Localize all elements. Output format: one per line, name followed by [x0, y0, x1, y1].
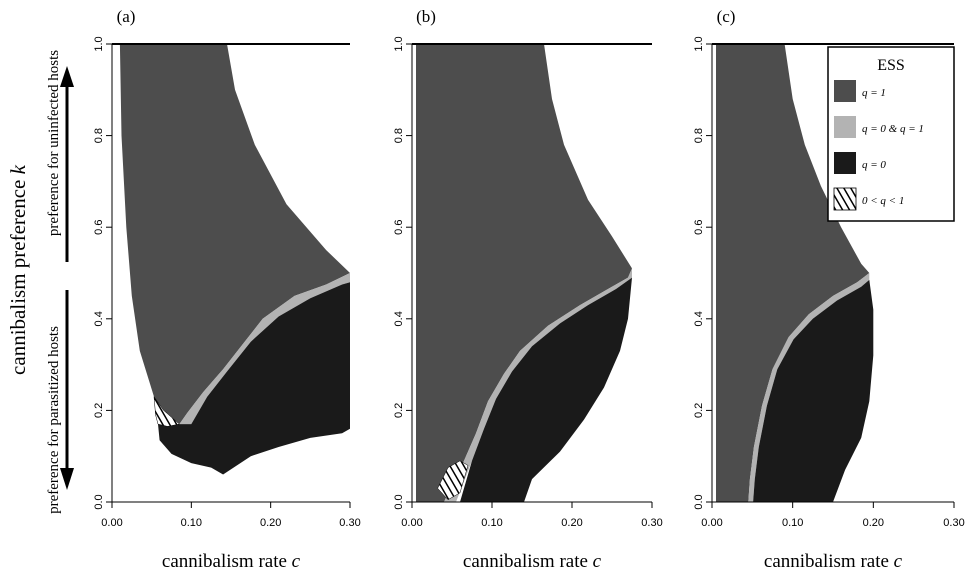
- legend-swatch: [833, 187, 857, 211]
- y-tick-label: 0.6: [93, 220, 105, 235]
- panel-c: 0.00 0.10 0.20 0.30 0.0 0.2 0.4 0.6 0.8 1.0 (c) can…: [693, 7, 965, 572]
- y-tick-label: 0.8: [393, 128, 405, 143]
- x-tick-label: 0.30: [943, 517, 964, 529]
- region-q-0: [753, 279, 874, 502]
- x-axis-label-var: c: [593, 551, 602, 572]
- region-q-1: [716, 44, 870, 502]
- y-axis-label-main: cannibalism preference: [6, 174, 30, 375]
- x-tick-label: 0.00: [101, 517, 122, 529]
- y-tick-label: 0.8: [693, 128, 705, 143]
- legend-label: q = 0 & q = 1: [862, 123, 924, 135]
- legend: ESS q = 1 q = 0 & q = 1 q = 0 0 < q < 1: [827, 46, 955, 222]
- x-axis-label-text: cannibalism rate: [463, 551, 593, 572]
- panel-label: (b): [416, 7, 436, 26]
- x-tick-label: 0.10: [481, 517, 502, 529]
- y-tick-label: 1.0: [93, 36, 105, 51]
- legend-label: 0 < q < 1: [862, 195, 904, 207]
- region-q-0: [158, 282, 350, 475]
- y-tick-label: 1.0: [693, 36, 705, 51]
- y-axis-label: cannibalism preference k: [6, 164, 30, 375]
- y-tick-label: 0.4: [693, 311, 705, 326]
- x-tick-label: 0.00: [701, 517, 722, 529]
- y-tick-label: 0.0: [93, 494, 105, 509]
- legend-label: q = 0: [862, 159, 886, 171]
- panel-label: (a): [117, 7, 136, 26]
- legend-swatch: [834, 116, 856, 138]
- y-tick-label: 0.8: [93, 128, 105, 143]
- x-axis-label-text: cannibalism rate: [764, 551, 894, 572]
- x-tick-label: 0.10: [181, 517, 202, 529]
- panel-label: (c): [717, 7, 736, 26]
- region-q-1: [119, 44, 351, 425]
- region-q-0: [460, 277, 632, 502]
- x-tick-label: 0.20: [863, 517, 884, 529]
- x-tick-label: 0.20: [561, 517, 582, 529]
- region-q-0-q-1: [748, 273, 870, 502]
- legend-swatch: [834, 80, 856, 102]
- y-tick-label: 1.0: [393, 36, 405, 51]
- x-axis-label: cannibalism rate c: [764, 551, 903, 572]
- region-0-q-1: [437, 460, 469, 501]
- lower-arrow-note: preference for parasitized hosts: [46, 326, 62, 514]
- x-axis-label: cannibalism rate c: [463, 551, 602, 572]
- x-tick-label: 0.30: [339, 517, 360, 529]
- y-tick-label: 0.2: [393, 403, 405, 418]
- x-axis-label-text: cannibalism rate: [162, 551, 292, 572]
- legend-label: q = 1: [862, 87, 886, 99]
- x-axis-label-var: c: [894, 551, 903, 572]
- region-q-0-q-1: [179, 273, 350, 425]
- y-tick-label: 0.4: [393, 311, 405, 326]
- legend-swatch: [834, 152, 856, 174]
- panel-a: 0.00 0.10 0.20 0.30 0.0 0.2 0.4 0.6 0.8 1.0 (a) can…: [93, 7, 361, 572]
- y-tick-label: 0.4: [93, 311, 105, 326]
- lower-arrow: [60, 290, 74, 490]
- y-tick-label: 0.2: [93, 403, 105, 418]
- region-0-q-1: [153, 395, 180, 427]
- x-tick-label: 0.00: [401, 517, 422, 529]
- y-tick-label: 0.6: [693, 220, 705, 235]
- upper-arrow: [60, 66, 74, 262]
- upper-arrow-note: preference for uninfected hosts: [46, 50, 62, 236]
- x-axis-label: cannibalism rate c: [162, 551, 301, 572]
- y-tick-label: 0.2: [693, 403, 705, 418]
- y-tick-label: 0.0: [693, 494, 705, 509]
- y-tick-label: 0.0: [393, 494, 405, 509]
- x-tick-label: 0.30: [641, 517, 662, 529]
- legend-title: ESS: [877, 57, 905, 74]
- x-axis-label-var: c: [292, 551, 301, 572]
- x-tick-label: 0.20: [260, 517, 281, 529]
- y-axis-label-var: k: [6, 164, 30, 174]
- region-q-1: [416, 44, 632, 502]
- panel-b: 0.00 0.10 0.20 0.30 0.0 0.2 0.4 0.6 0.8 1.0 (b) can…: [393, 7, 663, 572]
- x-tick-label: 0.10: [782, 517, 803, 529]
- y-tick-label: 0.6: [393, 220, 405, 235]
